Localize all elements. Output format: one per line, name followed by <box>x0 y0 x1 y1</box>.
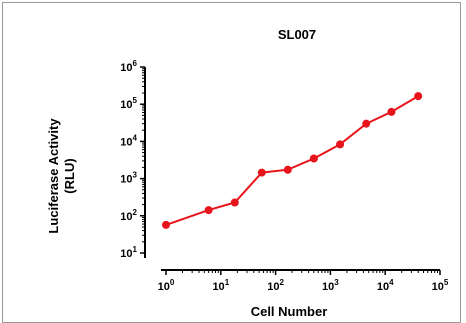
series-line <box>165 95 419 226</box>
x-axis-label: Cell Number <box>251 304 328 319</box>
data-series <box>162 92 423 229</box>
data-point <box>283 165 292 174</box>
data-point <box>309 154 318 163</box>
y-axis-label-line2: (RLU) <box>62 158 77 193</box>
y-axis-label: Luciferase Activity (RLU) <box>46 118 77 234</box>
axes: 101 102 103 104 105 106 100 101 102 103 104 105 <box>120 59 449 293</box>
y-tick-label: 101 <box>120 245 137 260</box>
data-point <box>387 107 396 116</box>
x-tick-label: 102 <box>267 278 284 293</box>
data-point <box>162 220 170 229</box>
x-tick-label: 105 <box>432 278 449 293</box>
data-point <box>257 168 266 177</box>
data-point <box>414 92 423 101</box>
x-tick-label: 104 <box>377 278 394 293</box>
y-tick-label: 104 <box>120 133 137 148</box>
y-axis-label-line1: Luciferase Activity <box>46 118 61 234</box>
y-tick-label: 102 <box>120 208 137 223</box>
data-point <box>204 206 213 215</box>
data-point <box>336 140 345 149</box>
data-point <box>230 198 239 207</box>
chart-title: SL007 <box>278 27 316 42</box>
x-tick-label: 100 <box>158 278 175 293</box>
y-tick-label: 105 <box>120 96 137 111</box>
y-tick-label: 103 <box>120 171 137 186</box>
x-tick-label: 103 <box>322 278 339 293</box>
data-point <box>362 119 371 128</box>
x-tick-label: 101 <box>212 278 229 293</box>
y-tick-label: 106 <box>120 59 137 74</box>
